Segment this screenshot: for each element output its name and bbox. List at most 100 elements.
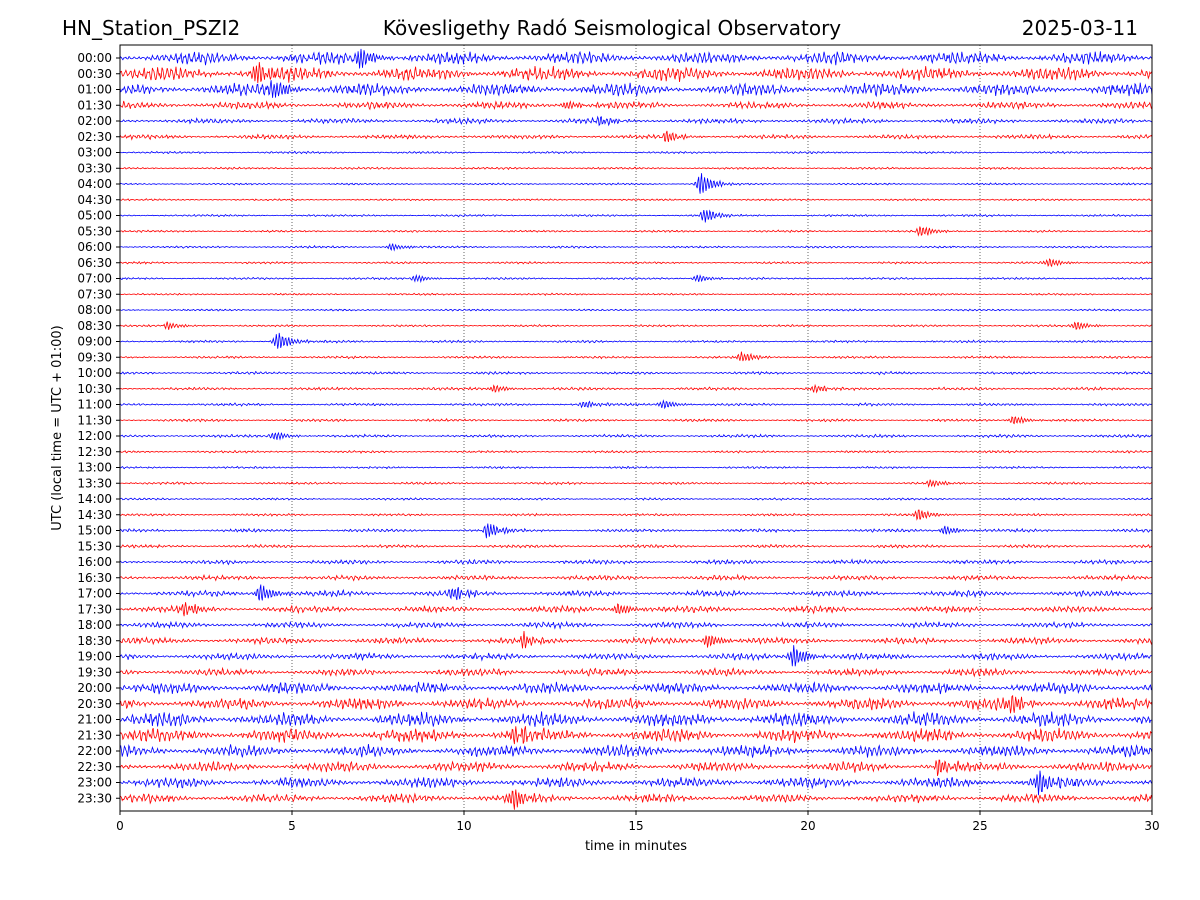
y-tick-label-2200: 22:00: [77, 744, 112, 758]
trace-1930: [120, 666, 1152, 678]
trace-1730: [120, 602, 1152, 617]
trace-1400: [120, 497, 1152, 501]
y-tick-label-1730: 17:30: [77, 602, 112, 616]
y-tick-label-1430: 14:30: [77, 508, 112, 522]
trace-0200: [120, 115, 1152, 127]
y-tick-label-0330: 03:30: [77, 161, 112, 175]
trace-0400: [120, 173, 1152, 194]
y-tick-label-2330: 23:30: [77, 791, 112, 805]
y-tick-label-1630: 16:30: [77, 571, 112, 585]
y-tick-label-1330: 13:30: [77, 476, 112, 490]
trace-0930: [120, 351, 1152, 362]
trace-0030: [120, 62, 1152, 84]
trace-0500: [120, 209, 1152, 223]
y-tick-label-1600: 16:00: [77, 555, 112, 569]
x-tick-label-5: 5: [288, 819, 296, 833]
trace-1300: [120, 465, 1152, 470]
y-tick-label-2030: 20:30: [77, 697, 112, 711]
y-axis-label: UTC (local time = UTC + 01:00): [50, 325, 65, 530]
y-tick-label-1800: 18:00: [77, 618, 112, 632]
trace-1500: [120, 523, 1152, 539]
y-tick-label-2100: 21:00: [77, 713, 112, 727]
chart-title: Kövesligethy Radó Seismological Observat…: [383, 16, 841, 40]
trace-0000: [120, 48, 1152, 69]
trace-1630: [120, 573, 1152, 582]
y-tick-label-0500: 05:00: [77, 209, 112, 223]
trace-1830: [120, 630, 1152, 649]
trace-2230: [120, 759, 1152, 776]
y-tick-label-0630: 06:30: [77, 256, 112, 270]
x-axis-ticks: 0 5 10 15 20 25 30: [116, 811, 1160, 833]
trace-2000: [120, 681, 1152, 695]
y-tick-label-0430: 04:30: [77, 193, 112, 207]
y-tick-label-1230: 12:30: [77, 445, 112, 459]
trace-0900: [120, 332, 1152, 349]
trace-0530: [120, 226, 1152, 237]
y-tick-label-0100: 01:00: [77, 83, 112, 97]
trace-2300: [120, 770, 1152, 796]
trace-1100: [120, 399, 1152, 410]
trace-1900: [120, 645, 1152, 667]
y-tick-label-1500: 15:00: [77, 524, 112, 538]
y-tick-label-2230: 22:30: [77, 760, 112, 774]
trace-0630: [120, 258, 1152, 268]
x-tick-label-0: 0: [116, 819, 124, 833]
y-tick-label-1400: 14:00: [77, 492, 112, 506]
trace-0700: [120, 273, 1152, 284]
trace-1000: [120, 370, 1152, 376]
x-tick-label-15: 15: [628, 819, 643, 833]
trace-2030: [120, 694, 1152, 714]
vertical-grid: [291, 45, 981, 811]
y-tick-label-0030: 00:30: [77, 67, 112, 81]
trace-1030: [120, 383, 1152, 394]
x-tick-label-20: 20: [800, 819, 815, 833]
y-tick-label-1900: 19:00: [77, 650, 112, 664]
trace-0100: [120, 80, 1152, 98]
seismic-traces: [120, 48, 1152, 810]
trace-2330: [120, 789, 1152, 810]
trace-1230: [120, 449, 1152, 455]
y-tick-label-0230: 02:30: [77, 130, 112, 144]
trace-2130: [120, 726, 1152, 745]
y-tick-label-0830: 08:30: [77, 319, 112, 333]
trace-1700: [120, 584, 1152, 601]
y-tick-label-0900: 09:00: [77, 335, 112, 349]
y-tick-label-2000: 20:00: [77, 681, 112, 695]
trace-1800: [120, 620, 1152, 630]
y-tick-label-1300: 13:00: [77, 461, 112, 475]
y-tick-label-1030: 10:30: [77, 382, 112, 396]
y-tick-label-1130: 11:30: [77, 413, 112, 427]
y-tick-label-1930: 19:30: [77, 665, 112, 679]
trace-1430: [120, 509, 1152, 521]
y-tick-label-1830: 18:30: [77, 634, 112, 648]
trace-2200: [120, 743, 1152, 758]
trace-2100: [120, 711, 1152, 728]
y-tick-label-1700: 17:00: [77, 587, 112, 601]
trace-1330: [120, 479, 1152, 488]
y-tick-label-1530: 15:30: [77, 539, 112, 553]
y-tick-label-0730: 07:30: [77, 287, 112, 301]
y-tick-label-2130: 21:30: [77, 728, 112, 742]
trace-0730: [120, 292, 1152, 296]
y-tick-label-0800: 08:00: [77, 303, 112, 317]
y-tick-label-0400: 04:00: [77, 177, 112, 191]
y-tick-label-1200: 12:00: [77, 429, 112, 443]
trace-1600: [120, 558, 1152, 566]
y-tick-label-1100: 11:00: [77, 398, 112, 412]
x-tick-label-25: 25: [972, 819, 987, 833]
trace-1200: [120, 431, 1152, 441]
y-tick-label-2300: 23:00: [77, 776, 112, 790]
trace-1530: [120, 543, 1152, 549]
trace-0130: [120, 100, 1152, 111]
y-tick-label-0200: 02:00: [77, 114, 112, 128]
y-tick-label-1000: 10:00: [77, 366, 112, 380]
x-tick-label-30: 30: [1144, 819, 1159, 833]
trace-0600: [120, 243, 1152, 252]
chart-date: 2025-03-11: [1022, 16, 1138, 40]
y-tick-label-0000: 00:00: [77, 51, 112, 65]
trace-0830: [120, 321, 1152, 330]
y-tick-label-0930: 09:30: [77, 350, 112, 364]
y-tick-label-0600: 06:00: [77, 240, 112, 254]
